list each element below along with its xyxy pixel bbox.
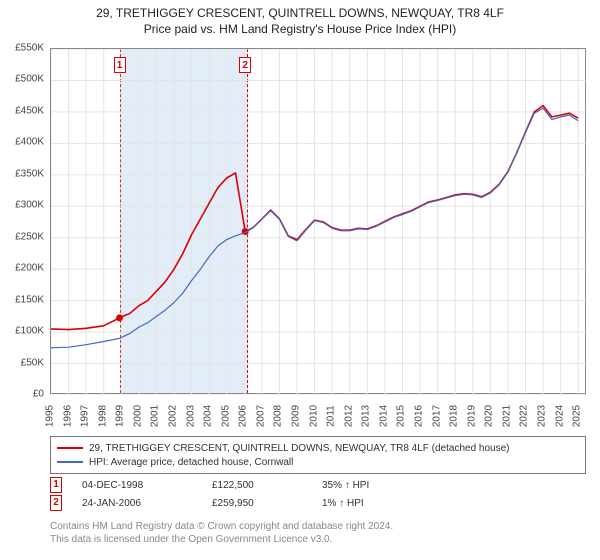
y-tick-label: £50K — [21, 357, 44, 368]
title-sub: Price paid vs. HM Land Registry's House … — [0, 22, 600, 36]
y-tick-label: £250K — [15, 231, 44, 242]
x-axis-ticks: 1995199619971998199920002001200220032004… — [50, 396, 586, 432]
x-tick-label: 2024 — [554, 405, 565, 427]
x-tick-label: 2006 — [238, 405, 249, 427]
x-tick-label: 2005 — [220, 405, 231, 427]
y-tick-label: £200K — [15, 263, 44, 274]
sales-row-1: 1 04-DEC-1998 £122,500 35% ↑ HPI — [50, 476, 586, 494]
y-tick-label: £550K — [15, 43, 44, 54]
title-main: 29, TRETHIGGEY CRESCENT, QUINTRELL DOWNS… — [0, 6, 600, 20]
x-tick-label: 1995 — [45, 405, 56, 427]
x-tick-label: 1996 — [62, 405, 73, 427]
sale-marker-2: 2 — [239, 57, 251, 73]
title-block: 29, TRETHIGGEY CRESCENT, QUINTRELL DOWNS… — [0, 0, 600, 36]
x-tick-label: 2016 — [414, 405, 425, 427]
x-tick-label: 2013 — [361, 405, 372, 427]
y-tick-label: £300K — [15, 200, 44, 211]
x-tick-label: 2011 — [326, 405, 337, 427]
plot-svg — [51, 49, 587, 395]
x-tick-label: 2009 — [291, 405, 302, 427]
sales-hpi-1: 35% ↑ HPI — [322, 480, 442, 491]
legend-swatch-hpi — [57, 461, 83, 463]
y-tick-label: £500K — [15, 74, 44, 85]
x-tick-label: 1999 — [115, 405, 126, 427]
x-tick-label: 2010 — [308, 405, 319, 427]
sales-date-1: 04-DEC-1998 — [82, 480, 212, 491]
x-tick-label: 1998 — [97, 405, 108, 427]
footer-line1: Contains HM Land Registry data © Crown c… — [50, 520, 393, 533]
x-tick-label: 2000 — [132, 405, 143, 427]
sales-marker-1: 1 — [50, 477, 62, 493]
x-tick-label: 2008 — [273, 405, 284, 427]
sales-table: 1 04-DEC-1998 £122,500 35% ↑ HPI 2 24-JA… — [50, 476, 586, 512]
sales-marker-2: 2 — [50, 495, 62, 511]
sales-date-2: 24-JAN-2006 — [82, 498, 212, 509]
y-tick-label: £150K — [15, 294, 44, 305]
y-tick-label: £350K — [15, 168, 44, 179]
legend-row-hpi: HPI: Average price, detached house, Corn… — [57, 455, 579, 469]
legend-label-property: 29, TRETHIGGEY CRESCENT, QUINTRELL DOWNS… — [89, 443, 510, 454]
legend: 29, TRETHIGGEY CRESCENT, QUINTRELL DOWNS… — [50, 436, 586, 474]
x-tick-label: 2022 — [519, 405, 530, 427]
plot-area: 12 — [50, 48, 586, 394]
x-tick-label: 1997 — [80, 405, 91, 427]
x-tick-label: 2023 — [537, 405, 548, 427]
legend-swatch-property — [57, 447, 83, 449]
sales-row-2: 2 24-JAN-2006 £259,950 1% ↑ HPI — [50, 494, 586, 512]
x-tick-label: 2017 — [431, 405, 442, 427]
x-tick-label: 2002 — [168, 405, 179, 427]
x-tick-label: 2007 — [255, 405, 266, 427]
x-tick-label: 2020 — [484, 405, 495, 427]
y-axis-ticks: £0£50K£100K£150K£200K£250K£300K£350K£400… — [0, 48, 48, 394]
sales-price-1: £122,500 — [212, 480, 322, 491]
x-tick-label: 2018 — [449, 405, 460, 427]
y-tick-label: £450K — [15, 105, 44, 116]
y-tick-label: £0 — [33, 389, 44, 400]
x-tick-label: 2001 — [150, 405, 161, 427]
x-tick-label: 2021 — [501, 405, 512, 427]
x-tick-label: 2015 — [396, 405, 407, 427]
x-tick-label: 2012 — [343, 405, 354, 427]
x-tick-label: 2004 — [203, 405, 214, 427]
legend-label-hpi: HPI: Average price, detached house, Corn… — [89, 457, 293, 468]
x-tick-label: 2003 — [185, 405, 196, 427]
sales-price-2: £259,950 — [212, 498, 322, 509]
x-tick-label: 2019 — [466, 405, 477, 427]
sales-hpi-2: 1% ↑ HPI — [322, 498, 442, 509]
y-tick-label: £100K — [15, 326, 44, 337]
y-tick-label: £400K — [15, 137, 44, 148]
sale-marker-1: 1 — [114, 57, 126, 73]
footer: Contains HM Land Registry data © Crown c… — [50, 520, 393, 546]
x-tick-label: 2025 — [572, 405, 583, 427]
x-tick-label: 2014 — [378, 405, 389, 427]
chart-container: 29, TRETHIGGEY CRESCENT, QUINTRELL DOWNS… — [0, 0, 600, 560]
legend-row-property: 29, TRETHIGGEY CRESCENT, QUINTRELL DOWNS… — [57, 441, 579, 455]
footer-line2: This data is licensed under the Open Gov… — [50, 533, 393, 546]
